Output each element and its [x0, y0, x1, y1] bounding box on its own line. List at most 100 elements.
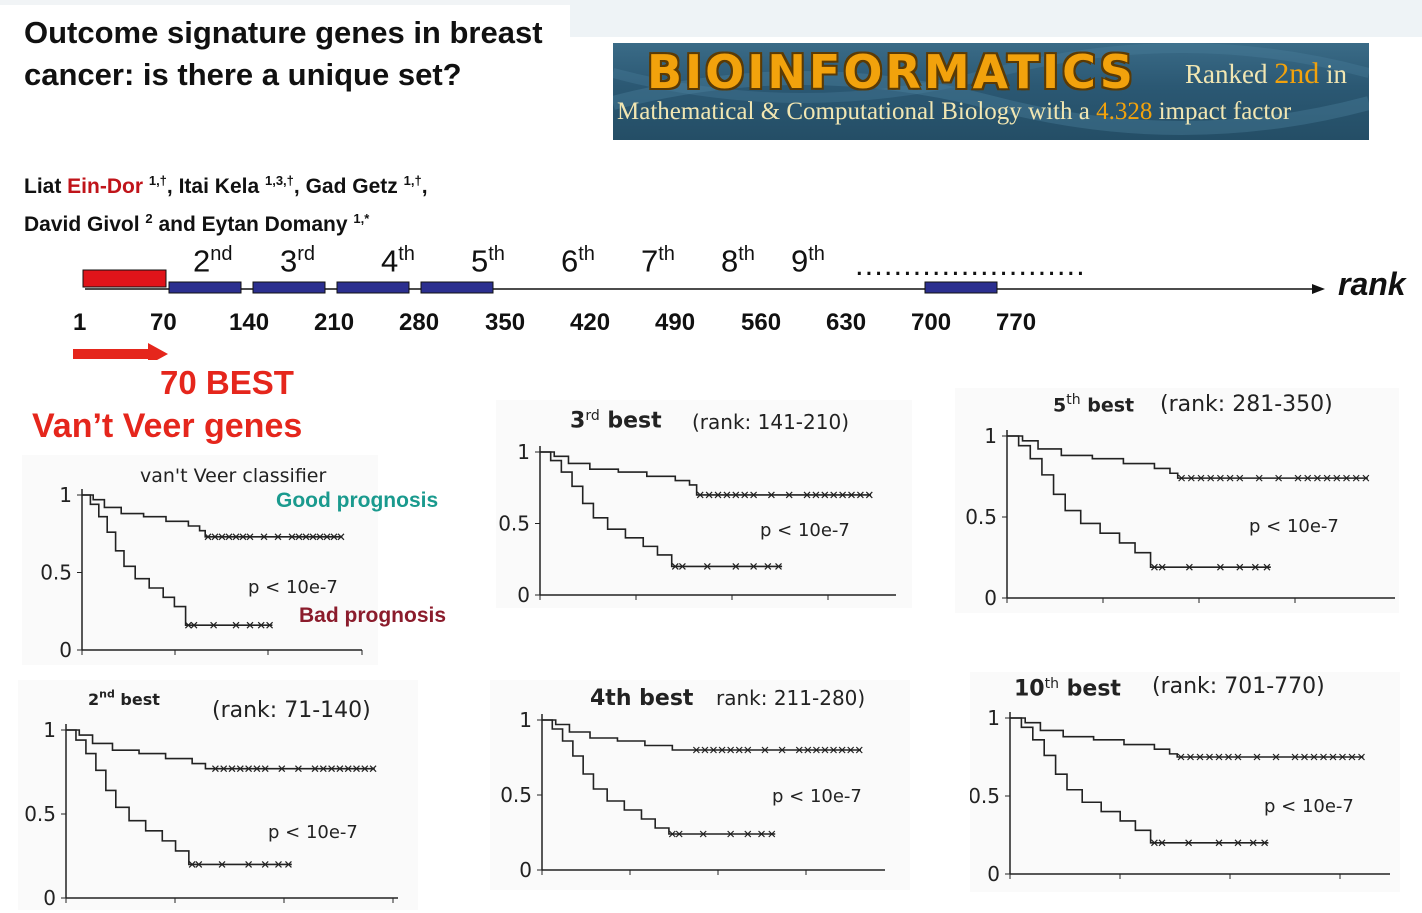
censor-mark	[218, 533, 226, 541]
censor-mark	[261, 860, 269, 868]
censor-mark	[1251, 563, 1259, 571]
rank-block-2nd	[168, 281, 242, 294]
censor-mark	[210, 621, 218, 629]
author-first: Liat	[24, 175, 68, 198]
ordinal-9th: 9th	[791, 243, 825, 279]
censor-mark	[1215, 839, 1223, 847]
censor-mark	[319, 765, 327, 773]
censor-mark	[785, 491, 793, 499]
ordinal-7th: 7th	[641, 243, 675, 279]
censor-mark	[671, 562, 679, 570]
censor-mark	[1197, 474, 1205, 482]
author-first: Itai	[178, 175, 215, 198]
author-first: Eytan	[201, 213, 265, 236]
censor-mark	[288, 533, 296, 541]
panel-title: van't Veer classifier	[140, 465, 327, 487]
censor-mark	[703, 562, 711, 570]
censor-mark	[848, 491, 855, 499]
bad-curve	[540, 451, 783, 568]
p-value-label: p < 10e-7	[1264, 796, 1354, 817]
km-panel-2nd: 1 0.5 0 p < 10e-7 2nd best (rank: 71-140)	[18, 680, 418, 910]
censor-mark	[675, 830, 683, 838]
censor-mark	[239, 533, 247, 541]
censor-mark	[353, 765, 360, 773]
panel-title: 5th best	[1053, 392, 1135, 417]
censor-mark	[361, 765, 369, 773]
author-last: Givol	[87, 213, 140, 236]
censor-mark	[1236, 563, 1244, 571]
author-affiliation: 1,†	[403, 173, 422, 188]
censor-mark	[232, 533, 240, 541]
km-panel-10th: 1 0.5 0 p < 10e-7 10th best (rank: 701-770)	[970, 672, 1400, 892]
censor-mark	[668, 830, 676, 838]
censor-mark	[1249, 839, 1257, 847]
good-curve	[542, 719, 861, 751]
rank-tick: 700	[911, 309, 952, 336]
censor-mark	[195, 860, 203, 868]
censor-mark	[1362, 474, 1370, 482]
ordinal-8th: 8th	[721, 243, 755, 279]
censor-mark	[750, 562, 758, 570]
ordinal-5th: 5th	[471, 243, 505, 279]
vantveer-genes-label: Van’t Veer genes	[32, 407, 303, 445]
censor-mark	[1272, 753, 1280, 761]
bad-curve	[542, 719, 776, 835]
censor-mark	[1215, 753, 1223, 761]
censor-mark	[761, 746, 769, 754]
censor-mark	[750, 491, 758, 499]
censor-mark	[311, 765, 319, 773]
author-affiliation: 1,†	[148, 173, 167, 188]
rank-block-3rd	[252, 281, 326, 294]
y-tick-label: 1	[519, 708, 532, 732]
censor-mark	[1358, 753, 1365, 761]
censor-mark	[705, 491, 713, 499]
censor-mark	[316, 533, 324, 541]
censor-mark	[744, 746, 752, 754]
rank-tick: 280	[399, 309, 440, 336]
censor-mark	[1226, 474, 1234, 482]
censor-mark	[764, 562, 772, 570]
p-value-label: p < 10e-7	[1249, 516, 1339, 537]
km-plot: 1 0.5 0 p < 10e-7	[970, 706, 1390, 886]
censor-mark	[260, 533, 268, 541]
censor-mark	[830, 491, 838, 499]
censor-mark	[1275, 474, 1283, 482]
censor-mark	[218, 860, 226, 868]
y-tick-label: 0	[59, 638, 72, 662]
censor-mark	[188, 860, 196, 868]
km-plot: 1 0.5 0 p < 10e-7	[40, 483, 363, 662]
y-tick-label: 0	[984, 586, 997, 610]
censor-mark	[1339, 753, 1346, 761]
censor-mark	[232, 621, 240, 629]
censor-mark	[1178, 474, 1186, 482]
censor-mark	[278, 765, 286, 773]
censor-mark	[1150, 839, 1158, 847]
censor-mark	[830, 746, 837, 754]
censor-mark	[732, 491, 740, 499]
header-strip	[0, 0, 570, 5]
censor-mark	[1323, 474, 1331, 482]
km-panel-4th: 1 0.5 0 p < 10e-7 4th best rank: 211-280)	[490, 680, 910, 890]
author-last: Ein-Dor	[67, 175, 143, 198]
ordinal-3rd: 3rd	[280, 243, 316, 279]
censor-mark	[699, 830, 707, 838]
rank-block-10th	[924, 281, 998, 294]
best-70-label: 70 BEST	[160, 364, 294, 401]
y-tick-label: 0	[987, 862, 1000, 886]
censor-mark	[309, 533, 317, 541]
censor-mark	[1236, 474, 1244, 482]
good-curve	[82, 494, 343, 538]
censor-mark	[758, 830, 765, 838]
censor-mark	[1329, 753, 1337, 761]
censor-mark	[245, 765, 253, 773]
censor-mark	[302, 533, 310, 541]
paper-title: Outcome signature genes in breast cancer…	[24, 15, 543, 92]
y-tick-label: 0	[519, 858, 532, 882]
panel-title: 4th best	[590, 686, 694, 711]
censor-mark	[847, 746, 855, 754]
good-curve	[66, 729, 375, 770]
censor-mark	[285, 860, 292, 868]
panel-rank-range: (rank: 141-210)	[692, 410, 850, 434]
km-plot: 1 0.5 0 p < 10e-7	[965, 424, 1395, 610]
rank-ellipsis: ........................	[855, 247, 1086, 282]
